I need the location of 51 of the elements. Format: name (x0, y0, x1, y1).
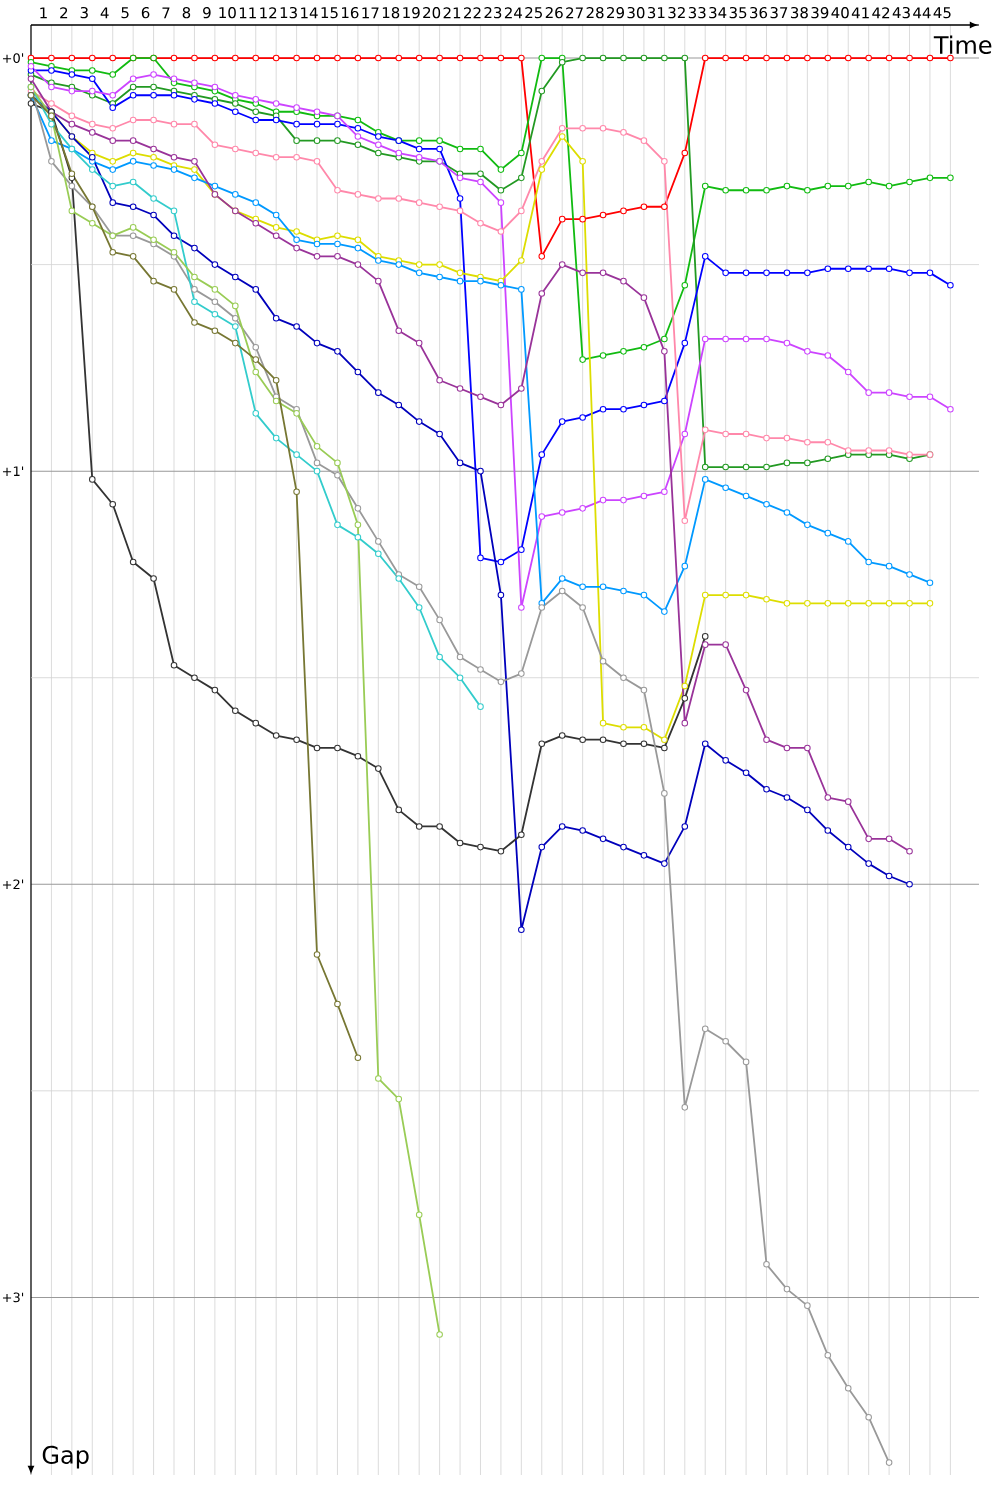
x-tick-label: 19 (403, 6, 420, 19)
x-tick-label: 43 (892, 6, 910, 19)
x-tick-label: 7 (162, 7, 170, 19)
x-tick-label: 10 (219, 6, 236, 19)
x-tick-label: 17 (362, 7, 379, 19)
x-tick-label: 6 (141, 6, 150, 19)
x-tick-label: 37 (770, 6, 788, 19)
x-tick-label: 21 (443, 7, 461, 19)
x-tick-label: 27 (566, 7, 583, 19)
x-tick-label: 5 (121, 7, 129, 19)
x-tick-label: 41 (851, 7, 869, 19)
x-tick-label: 28 (586, 6, 604, 19)
x-tick-label: 25 (525, 6, 542, 19)
x-tick-label: 31 (647, 6, 665, 19)
x-tick-label: 9 (203, 6, 211, 19)
x-tick-label: 26 (545, 6, 563, 19)
x-tick-label: 15 (321, 7, 338, 19)
x-tick-label: 2 (60, 7, 68, 19)
x-tick-label: 4 (100, 7, 109, 19)
y-tick-label: +0' (2, 53, 24, 63)
x-tick-label: 32 (668, 6, 685, 19)
x-tick-label: 30 (627, 6, 645, 19)
x-tick-label: 42 (872, 7, 890, 19)
y-tick-label: +3' (2, 1292, 24, 1303)
x-tick-label: 36 (750, 6, 768, 19)
x-tick-label: 16 (342, 6, 359, 19)
x-tick-label: 18 (382, 6, 400, 19)
x-tick-label: 12 (260, 7, 277, 19)
x-axis-title: Time (933, 35, 992, 54)
x-tick-label: 44 (913, 7, 931, 19)
x-tick-label: 20 (423, 6, 441, 19)
x-tick-label: 8 (182, 6, 191, 19)
y-tick-label: +1' (2, 466, 24, 476)
x-tick-label: 29 (607, 6, 624, 19)
x-tick-label: 3 (80, 6, 88, 19)
x-tick-label: 22 (464, 7, 481, 19)
x-tick-label: 38 (790, 6, 808, 19)
x-tick-label: 45 (933, 7, 951, 19)
x-tick-label: 33 (688, 6, 706, 19)
x-tick-label: 14 (301, 7, 318, 19)
y-axis-title: Gap (42, 1445, 89, 1469)
x-tick-label: 35 (729, 6, 747, 19)
x-tick-label: 34 (709, 6, 727, 19)
x-tick-label: 11 (239, 7, 256, 19)
y-tick-label: +2' (2, 879, 24, 890)
x-tick-label: 24 (504, 7, 523, 19)
x-tick-label: 13 (280, 6, 297, 19)
x-tick-label: 39 (811, 6, 829, 19)
x-tick-label: 40 (831, 6, 849, 19)
x-tick-label: 1 (40, 7, 47, 19)
x-tick-label: 23 (484, 6, 502, 19)
